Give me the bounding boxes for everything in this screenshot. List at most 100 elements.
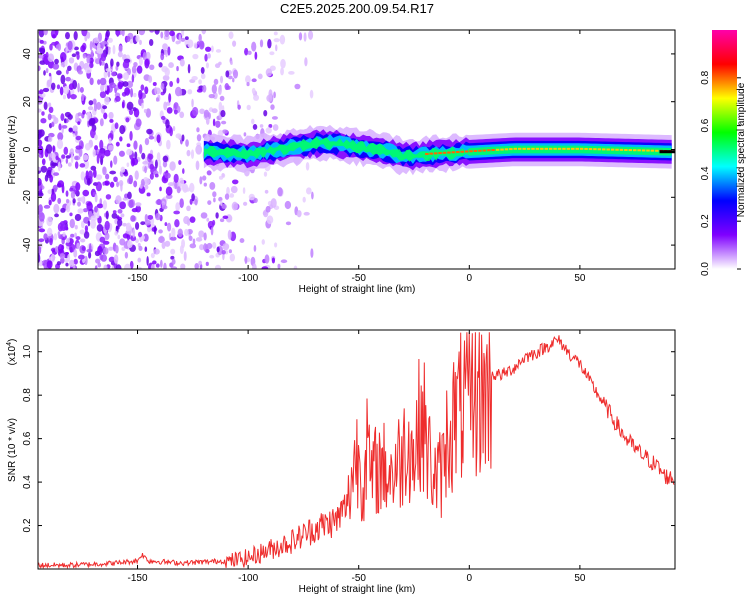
y-tick-label: 0.4 bbox=[22, 475, 33, 489]
spectral-ridge-core bbox=[540, 147, 544, 150]
spectrogram-cell bbox=[84, 35, 88, 42]
spectrogram-cell bbox=[154, 86, 157, 95]
spectrogram-cell bbox=[212, 219, 216, 226]
spectrogram-cell bbox=[200, 66, 205, 74]
spectrogram-cell bbox=[73, 249, 78, 258]
spectrogram-cell bbox=[135, 118, 142, 127]
spectrogram-cell bbox=[111, 265, 115, 269]
spectrogram-x-label: Height of straight line (km) bbox=[299, 284, 416, 295]
spectral-ridge-core bbox=[504, 148, 509, 151]
spectrogram-cell bbox=[67, 162, 72, 167]
spectrogram-cell bbox=[219, 95, 225, 102]
spectrogram-cell bbox=[117, 51, 123, 58]
spectrogram-cell bbox=[41, 158, 46, 166]
spectrogram-cell bbox=[231, 179, 239, 185]
spectral-ridge-core bbox=[526, 147, 531, 150]
spectrogram-cell bbox=[226, 186, 230, 196]
spectrogram-cell bbox=[183, 216, 190, 225]
spectrogram-cell bbox=[224, 193, 230, 200]
spectrogram-cell bbox=[135, 35, 140, 43]
spectrogram-cell bbox=[180, 263, 186, 269]
spectrogram-cell bbox=[308, 30, 314, 40]
spectrogram-cell bbox=[220, 75, 224, 84]
spectrogram-cell bbox=[128, 109, 134, 116]
spectrogram-cell bbox=[212, 191, 217, 198]
spectrogram-cell bbox=[69, 259, 75, 268]
spectrogram-cell bbox=[66, 238, 71, 244]
spectrogram-cell bbox=[212, 118, 216, 127]
spectrogram-cell bbox=[193, 42, 198, 49]
spectrogram-cell bbox=[69, 148, 74, 155]
spectrogram-cell bbox=[94, 265, 98, 269]
spectral-ridge-core bbox=[557, 147, 562, 150]
spectrogram-cell bbox=[166, 139, 171, 150]
spectrogram-cell bbox=[67, 253, 71, 262]
spectrogram-cell bbox=[122, 81, 129, 87]
snr-y-scale-note: (x104) bbox=[6, 339, 18, 366]
x-tick-label: -50 bbox=[351, 573, 366, 584]
spectrogram-cell bbox=[126, 101, 134, 111]
spectrogram-cell bbox=[228, 75, 233, 80]
spectrogram-cell bbox=[60, 113, 65, 122]
spectrogram-cell bbox=[126, 148, 133, 156]
spectrogram-cell bbox=[104, 85, 108, 91]
spectrogram-cell bbox=[73, 155, 81, 161]
spectrogram-cell bbox=[270, 198, 277, 208]
spectrogram-cell bbox=[108, 111, 114, 120]
x-tick-label: -50 bbox=[351, 273, 366, 284]
spectrogram-cell bbox=[57, 161, 61, 172]
spectrogram-cell bbox=[126, 162, 130, 167]
spectrogram-cell bbox=[59, 253, 66, 260]
spectrogram-cell bbox=[171, 227, 176, 238]
spectrogram-cell bbox=[78, 254, 85, 260]
spectrogram-cell bbox=[183, 251, 187, 262]
spectrogram-cell bbox=[130, 235, 137, 242]
spectrogram-cell bbox=[99, 139, 104, 150]
spectral-ridge-core bbox=[491, 149, 495, 152]
spectrogram-cell bbox=[47, 189, 53, 195]
spectrogram-cell bbox=[293, 265, 298, 269]
spectrogram-cell bbox=[68, 127, 74, 133]
spectrogram-cell bbox=[174, 219, 180, 228]
spectrogram-cell bbox=[96, 47, 104, 54]
spectrogram-cell bbox=[160, 31, 164, 39]
spectrogram-cell bbox=[304, 57, 308, 67]
spectrogram-cell bbox=[82, 189, 90, 197]
spectrogram-cell bbox=[303, 211, 310, 216]
spectrogram-cell bbox=[102, 166, 107, 176]
spectrogram-cell bbox=[156, 152, 161, 162]
spectrogram-cell bbox=[69, 218, 75, 229]
spectrogram-cell bbox=[81, 93, 85, 102]
colorbar-tick-label: 0.8 bbox=[700, 70, 711, 84]
spectrogram-cell bbox=[173, 173, 179, 183]
spectrogram-cell bbox=[49, 174, 54, 183]
spectrogram-cell bbox=[104, 149, 111, 157]
spectrogram-cell bbox=[154, 135, 157, 143]
spectrogram-cell bbox=[273, 38, 280, 43]
spectrogram-cell bbox=[95, 174, 103, 181]
spectrogram-cell bbox=[134, 170, 139, 180]
spectrogram-cell bbox=[169, 126, 173, 137]
colorbar-tick-label: 0.6 bbox=[700, 118, 711, 132]
spectrogram-cell bbox=[221, 120, 227, 125]
spectrogram-cell bbox=[131, 74, 135, 83]
spectrogram-cell bbox=[122, 60, 130, 69]
spectrogram-cell bbox=[187, 89, 193, 95]
spectrogram-cell bbox=[119, 125, 126, 135]
spectrogram-cell bbox=[148, 135, 155, 140]
spectrogram-cell bbox=[228, 249, 232, 254]
spectrogram-cell bbox=[77, 201, 81, 207]
spectrogram-cell bbox=[206, 217, 210, 222]
x-tick-label: -100 bbox=[238, 273, 258, 284]
spectral-ridge-core bbox=[566, 147, 571, 150]
spectrogram-cell bbox=[195, 237, 203, 242]
spectrogram-cell bbox=[81, 246, 86, 252]
spectrogram-cell bbox=[53, 203, 60, 214]
spectrogram-cell bbox=[38, 139, 43, 147]
spectrogram-cell bbox=[38, 192, 44, 197]
spectrogram-cell bbox=[56, 139, 64, 150]
spectrogram-cell bbox=[68, 83, 74, 91]
spectral-ridge-core bbox=[619, 148, 624, 151]
spectral-ridge-core bbox=[473, 149, 478, 152]
spectrogram-cell bbox=[253, 94, 260, 101]
